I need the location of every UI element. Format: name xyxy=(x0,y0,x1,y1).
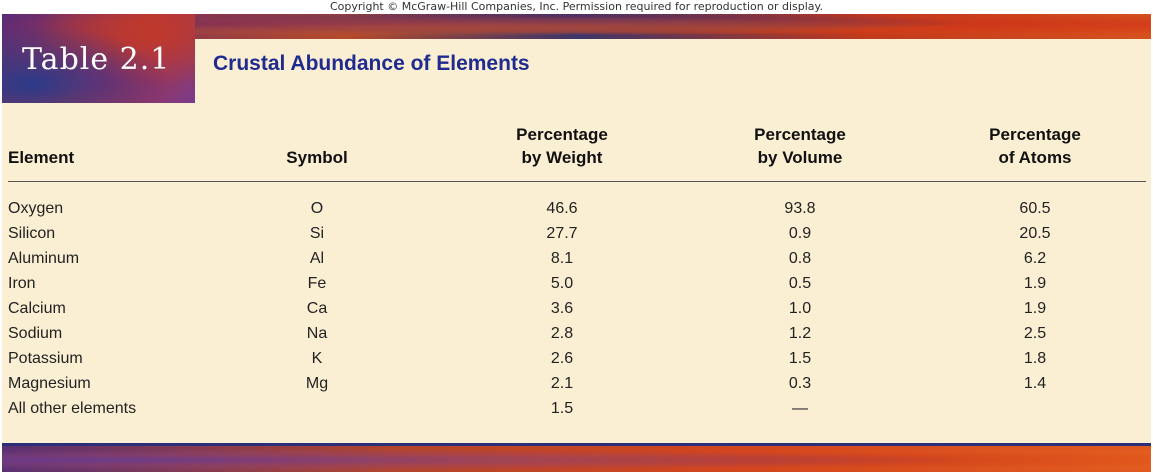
weight-cell: 2.8 xyxy=(550,325,574,342)
weight-cell: 2.6 xyxy=(550,350,574,367)
weight-cell: 8.1 xyxy=(550,250,574,267)
decorative-bottom-strip xyxy=(2,446,1151,472)
element-cell: Sodium xyxy=(8,325,63,342)
table-row: Silicon Si 27.7 0.9 20.5 xyxy=(2,221,1151,246)
header-weight-line2: by Weight xyxy=(521,148,603,167)
header-volume-line2: by Volume xyxy=(757,148,843,167)
bottom-divider xyxy=(2,443,1151,446)
volume-cell: 0.9 xyxy=(788,225,812,242)
weight-cell: 46.6 xyxy=(546,200,578,217)
table-label-block: Table 2.1 xyxy=(2,14,195,103)
table-row: Iron Fe 5.0 0.5 1.9 xyxy=(2,271,1151,296)
volume-cell: 0.3 xyxy=(788,375,812,392)
atoms-cell: 1.8 xyxy=(1023,350,1047,367)
symbol-cell: K xyxy=(311,350,323,367)
element-cell: All other elements xyxy=(8,400,137,417)
volume-cell: — xyxy=(792,400,808,417)
table-title: Crustal Abundance of Elements xyxy=(213,52,530,75)
header-weight: Percentage by Weight xyxy=(482,123,642,169)
element-cell: Silicon xyxy=(8,225,56,242)
table-row: Calcium Ca 3.6 1.0 1.9 xyxy=(2,296,1151,321)
atoms-cell: 1.4 xyxy=(1023,375,1047,392)
weight-cell: 3.6 xyxy=(550,300,574,317)
weight-cell: 2.1 xyxy=(550,375,574,392)
header-atoms-line2: of Atoms xyxy=(998,148,1072,167)
symbol-cell: Si xyxy=(309,225,325,242)
atoms-cell: 60.5 xyxy=(1019,200,1051,217)
symbol-cell: Mg xyxy=(305,375,329,392)
atoms-cell: 6.2 xyxy=(1023,250,1047,267)
volume-cell: 0.8 xyxy=(788,250,812,267)
atoms-cell: 1.9 xyxy=(1023,300,1047,317)
volume-cell: 0.5 xyxy=(788,275,812,292)
copyright-notice: Copyright © McGraw-Hill Companies, Inc. … xyxy=(330,0,823,13)
element-cell: Oxygen xyxy=(8,200,64,217)
table-row: Oxygen O 46.6 93.8 60.5 xyxy=(2,196,1151,221)
atoms-cell: 2.5 xyxy=(1023,325,1047,342)
symbol-cell: Al xyxy=(309,250,325,267)
header-element: Element xyxy=(8,148,75,167)
element-cell: Potassium xyxy=(8,350,83,367)
table-row: Magnesium Mg 2.1 0.3 1.4 xyxy=(2,371,1151,396)
table-label: Table 2.1 xyxy=(22,42,171,77)
symbol-cell: Na xyxy=(306,325,328,342)
volume-cell: 93.8 xyxy=(784,200,816,217)
header-atoms-line1: Percentage xyxy=(989,125,1081,144)
header-atoms: Percentage of Atoms xyxy=(955,123,1115,169)
header-weight-line1: Percentage xyxy=(516,125,608,144)
table-row: Potassium K 2.6 1.5 1.8 xyxy=(2,346,1151,371)
weight-cell: 1.5 xyxy=(550,400,574,417)
atoms-cell: 20.5 xyxy=(1019,225,1051,242)
element-cell: Iron xyxy=(8,275,36,292)
header-volume: Percentage by Volume xyxy=(720,123,880,169)
table-body: Oxygen O 46.6 93.8 60.5 Silicon Si 27.7 … xyxy=(2,196,1151,421)
weight-cell: 5.0 xyxy=(550,275,574,292)
table-frame: Table 2.1 Crustal Abundance of Elements … xyxy=(2,14,1151,472)
table-row: Sodium Na 2.8 1.2 2.5 xyxy=(2,321,1151,346)
volume-cell: 1.0 xyxy=(788,300,812,317)
element-cell: Calcium xyxy=(8,300,66,317)
volume-cell: 1.2 xyxy=(788,325,812,342)
symbol-cell: Fe xyxy=(307,275,327,292)
element-cell: Aluminum xyxy=(8,250,80,267)
symbol-cell: O xyxy=(310,200,324,217)
symbol-cell: Ca xyxy=(306,300,328,317)
header-divider xyxy=(8,181,1146,182)
atoms-cell: 1.9 xyxy=(1023,275,1047,292)
header-symbol: Symbol xyxy=(286,148,348,167)
table-row: Aluminum Al 8.1 0.8 6.2 xyxy=(2,246,1151,271)
table-row: All other elements 1.5 — xyxy=(2,396,1151,421)
volume-cell: 1.5 xyxy=(788,350,812,367)
weight-cell: 27.7 xyxy=(546,225,578,242)
element-cell: Magnesium xyxy=(8,375,91,392)
header-volume-line1: Percentage xyxy=(754,125,846,144)
